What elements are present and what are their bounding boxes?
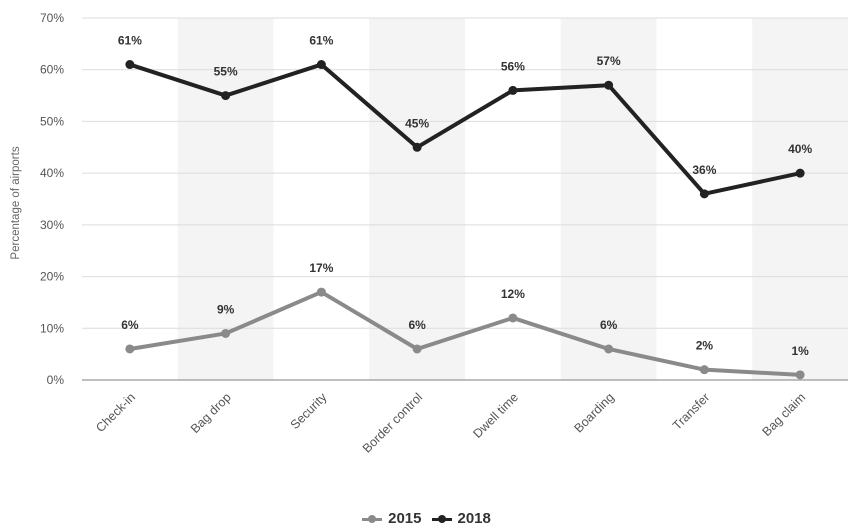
x-tick-label: Check-in: [93, 390, 138, 435]
gridlines: [82, 17, 848, 381]
data-point: [221, 91, 231, 101]
data-point: [221, 328, 231, 338]
data-label: 12%: [501, 287, 525, 301]
x-tick-label: Transfer: [670, 390, 712, 432]
x-tick-label: Boarding: [571, 390, 616, 435]
data-label: 6%: [600, 318, 618, 332]
data-point: [604, 344, 614, 354]
series-line-2018: [127, 62, 803, 196]
data-label: 61%: [118, 34, 142, 48]
data-point: [412, 142, 422, 152]
y-tick-label: 60%: [40, 63, 64, 77]
data-label: 1%: [791, 344, 809, 358]
data-label: 45%: [405, 116, 429, 130]
legend-swatch: [431, 514, 452, 524]
data-label: 9%: [217, 302, 235, 316]
y-tick-label: 30%: [40, 218, 64, 232]
y-tick-label: 10%: [40, 321, 64, 335]
legend-label: 2018: [457, 510, 491, 527]
legend-item-2018[interactable]: 2018: [431, 510, 491, 527]
x-tick-label: Dwell time: [470, 390, 521, 441]
series-line-2015: [127, 290, 803, 377]
data-point: [795, 168, 805, 178]
legend-swatch: [362, 514, 383, 524]
data-point: [125, 60, 135, 70]
legend: 2015 2018: [0, 510, 853, 528]
data-point: [508, 313, 518, 323]
y-axis-ticks: 0% 10% 20% 30% 40% 50% 60% 70%: [40, 11, 64, 387]
series-lines: [125, 60, 805, 380]
band-3: [369, 18, 465, 380]
data-point: [699, 189, 709, 199]
data-label: 40%: [788, 142, 812, 156]
y-tick-label: 40%: [40, 166, 64, 180]
line-chart: 0% 10% 20% 30% 40% 50% 60% 70% Percentage of ai…: [10, 11, 848, 456]
legend-item-2015[interactable]: 2015: [362, 510, 422, 527]
data-point: [316, 60, 326, 70]
data-label: 6%: [408, 318, 426, 332]
x-tick-label: Border control: [360, 390, 425, 455]
y-tick-label: 50%: [40, 114, 64, 128]
x-tick-label: Security: [288, 390, 330, 432]
data-label: 36%: [692, 163, 716, 177]
x-tick-label: Bag drop: [188, 390, 234, 436]
data-point: [699, 365, 709, 375]
data-point: [795, 370, 805, 380]
data-label: 56%: [501, 59, 525, 73]
legend-label: 2015: [388, 510, 422, 527]
y-tick-label: 0%: [47, 373, 65, 387]
data-point: [604, 80, 614, 90]
data-label: 55%: [214, 65, 238, 79]
data-label: 2%: [696, 339, 714, 353]
data-point: [316, 287, 326, 297]
data-label: 57%: [597, 54, 621, 68]
y-tick-label: 70%: [40, 11, 64, 25]
data-label: 17%: [309, 261, 333, 275]
data-point: [125, 344, 135, 354]
data-label: 61%: [309, 34, 333, 48]
x-tick-label: Bag claim: [760, 390, 809, 439]
data-labels: 6% 9% 17% 6% 12% 6% 2% 1% 61% 55% 61% 45% 56% 57% 36% 4…: [118, 34, 813, 358]
y-axis-label: Percentage of airports: [10, 146, 22, 259]
data-point: [508, 85, 518, 95]
data-label: 6%: [121, 318, 139, 332]
band-5: [560, 18, 657, 380]
band-7: [752, 18, 848, 380]
alternating-bands: [177, 18, 848, 380]
x-axis-ticks: Check-in Bag drop Security Border control Dw…: [93, 390, 808, 456]
data-point: [412, 344, 422, 354]
y-tick-label: 20%: [40, 270, 64, 284]
